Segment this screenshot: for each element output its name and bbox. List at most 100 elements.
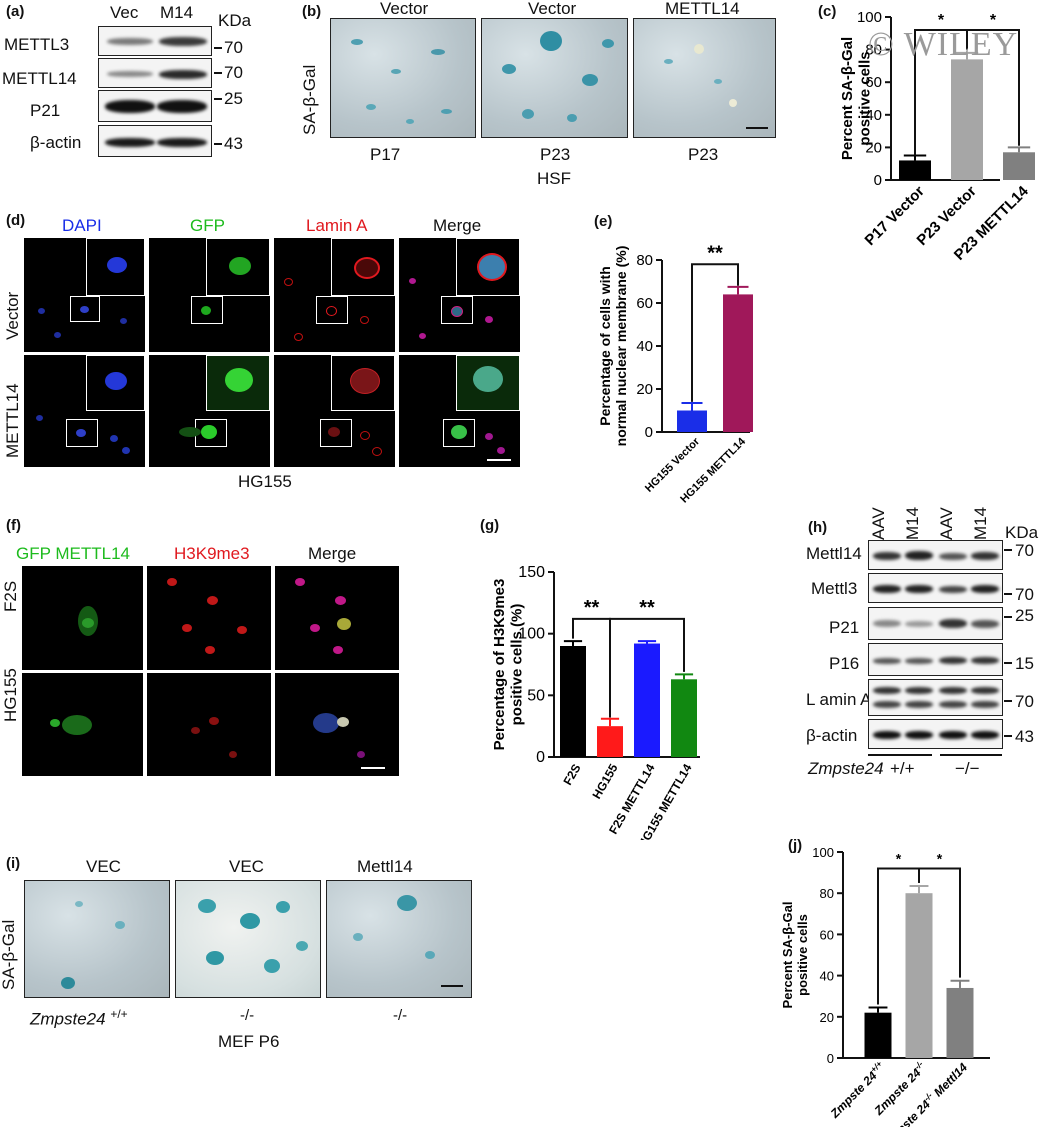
micro-col-title: Vector [380, 0, 429, 18]
sa-beta-gal-label: SA-β-Gal [0, 919, 18, 990]
y-tick-label: 20 [636, 381, 653, 398]
fluorescence-image-lamin-a-mettl14 [274, 355, 395, 467]
row-label: F2S [1, 580, 20, 612]
y-axis-label: positive cells (%) [508, 604, 525, 726]
significance-bracket [966, 29, 1020, 146]
mw-tick [214, 47, 222, 49]
genotype-label: Zmpste24 +/+ [30, 1008, 128, 1028]
y-tick-label: 0 [536, 749, 545, 766]
y-axis-label-group: Percentage of H3K9me3 positive cells (%) [491, 579, 525, 751]
kda-label-h: KDa [1005, 523, 1039, 542]
sa-beta-gal-label: SA-β-Gal [300, 64, 319, 135]
y-axis-label-group: Percent SA-β-Gal positive cells [839, 37, 873, 160]
y-tick-label: 20 [820, 1010, 834, 1025]
scale-bar [361, 767, 385, 769]
cell-type-caption: MEF P6 [218, 1032, 280, 1051]
fluorescence-image-lamin-a-vector [274, 238, 395, 352]
mw-label: 70 [224, 38, 243, 57]
y-tick-label: 80 [636, 252, 653, 269]
blot-label: Mettl14 [806, 544, 862, 563]
bar [560, 646, 586, 757]
channel-label: Lamin A [306, 216, 368, 235]
y-tick-label: 80 [820, 886, 834, 901]
fluorescence-image-h3k9me3-f2s [147, 566, 271, 670]
fluorescence-image-gfp-mettl14-f2s [22, 566, 143, 670]
panel-label-a: (a) [6, 3, 25, 20]
bar [597, 726, 623, 757]
fluorescence-image-gfp-mettl14 [149, 355, 270, 467]
bar [671, 679, 697, 757]
fluorescence-image-dapi-mettl14 [24, 355, 145, 467]
genotype-value: -/- [240, 1007, 255, 1024]
panel-label-i: (i) [6, 855, 21, 872]
fluorescence-image-merge-vector [399, 238, 520, 352]
category-label: F2S [560, 762, 583, 788]
sa-beta-gal-image-ko-vec [175, 880, 321, 998]
y-tick-label: 150 [518, 564, 545, 581]
panel-label-f: (f) [6, 517, 21, 534]
kda-label-a: KDa [218, 11, 252, 30]
channel-label: Merge [433, 216, 482, 235]
bar-chart-e: 0 20 40 60 80 Percentage of cells with normal … [597, 242, 753, 506]
genotype-superscript: +/+ [110, 1007, 128, 1021]
significance-marker: * [938, 12, 945, 29]
y-tick-label: 80 [865, 42, 882, 59]
micro-col-title: VEC [86, 857, 121, 876]
bar [634, 643, 660, 757]
genotype-bracket [868, 754, 932, 756]
significance-bracket [691, 263, 739, 402]
cell-line-caption: HG155 [238, 472, 292, 491]
blot-mettl14-mouse [868, 540, 1003, 570]
mw-tick [1004, 735, 1012, 737]
mw-label: 25 [1015, 606, 1034, 625]
lane-label: AAV [937, 507, 956, 540]
panel-label-b: (b) [302, 3, 322, 20]
mw-tick [1004, 662, 1012, 664]
mw-tick [214, 98, 222, 100]
wiley-watermark: © WILEY [868, 26, 1019, 63]
y-axis-label-group: Percentage of cells with normal nuclear m… [597, 246, 629, 447]
lane-label-m14: M14 [160, 3, 194, 22]
significance-bracket [918, 867, 961, 978]
row-label: METTL14 [3, 383, 22, 458]
lane-label: AAV [869, 507, 888, 540]
y-tick-label: 100 [857, 9, 882, 26]
genotype-bracket [940, 754, 1002, 756]
significance-bracket [609, 617, 685, 718]
y-tick-label: 100 [812, 845, 834, 860]
blot-beta-actin-mouse [868, 719, 1003, 749]
panel-label-d: (d) [6, 212, 26, 229]
blot-label: P16 [829, 654, 860, 673]
blot-mettl14 [98, 58, 212, 88]
scale-bar [746, 127, 768, 129]
significance-marker: * [937, 850, 943, 866]
channel-label: Merge [308, 544, 357, 563]
sa-beta-gal-image-p23-mettl14 [633, 18, 776, 138]
mw-tick [1004, 700, 1012, 702]
significance-marker: ** [639, 597, 655, 619]
mw-tick [214, 72, 222, 74]
micro-col-title: Mettl14 [357, 857, 413, 876]
significance-marker: * [990, 12, 997, 29]
fluorescence-image-merge-hg155 [275, 673, 399, 776]
bar [677, 410, 707, 432]
mw-tick [1004, 593, 1012, 595]
sa-beta-gal-image-p23-vector [481, 18, 628, 138]
significance-marker: * [896, 850, 902, 866]
y-tick-label: 0 [874, 172, 882, 189]
mw-tick [214, 143, 222, 145]
bar [723, 294, 753, 432]
row-label: HG155 [1, 668, 20, 722]
bar [864, 1012, 892, 1058]
blot-label: L amin A/C [806, 690, 889, 709]
y-axis-label: positive cells [795, 914, 810, 996]
lane-label: M14 [903, 506, 922, 540]
panel-label-e: (e) [594, 213, 613, 230]
y-tick-label: 60 [820, 927, 834, 942]
y-axis-label: Percent SA-β-Gal [839, 37, 856, 160]
passage-label: P23 [688, 145, 719, 164]
y-axis-label: positive cells [856, 51, 873, 145]
